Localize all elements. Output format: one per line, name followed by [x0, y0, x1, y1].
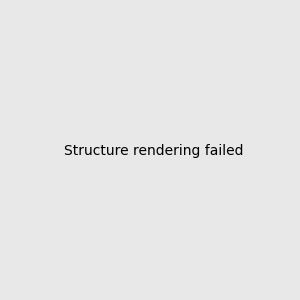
Text: Structure rendering failed: Structure rendering failed	[64, 145, 244, 158]
